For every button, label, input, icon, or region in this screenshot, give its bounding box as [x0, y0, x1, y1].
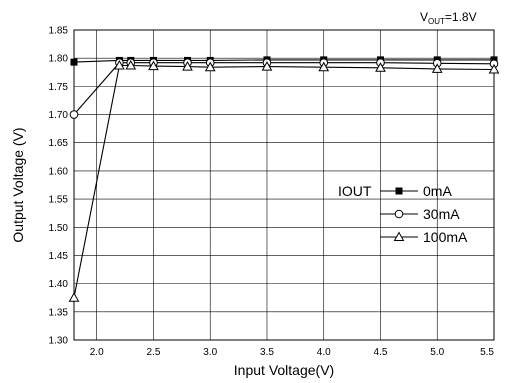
y-tick-label: 1.65: [49, 138, 69, 149]
data-point: [488, 63, 500, 74]
data-point: [261, 61, 273, 71]
y-tick-label: 1.75: [49, 82, 69, 93]
legend-marker: [395, 187, 403, 195]
x-axis-title: Input Voltage(V): [234, 362, 334, 378]
data-point: [318, 61, 330, 72]
legend-label: 30mA: [423, 206, 460, 222]
series-100mA: [68, 59, 500, 302]
plot-frame: [73, 29, 495, 341]
legend: IOUT 0mA 30mA 100mA: [338, 183, 468, 245]
series-line: [73, 64, 495, 298]
legend-item-0mA: 0mA: [380, 183, 452, 199]
x-tick-label: 4.5: [374, 347, 388, 358]
y-tick-label: 1.50: [49, 223, 69, 234]
legend-marker: [393, 231, 405, 241]
series-line: [73, 62, 495, 115]
data-point: [182, 61, 193, 71]
data-point: [125, 59, 137, 70]
data-point: [431, 63, 443, 73]
data-point: [69, 110, 79, 119]
y-tick-label: 1.80: [49, 54, 69, 65]
x-tick-label: 2.5: [147, 347, 161, 358]
x-tick-label: 2.0: [90, 347, 104, 358]
x-tick-labels: 2.0 2.5 3.0 3.5 4.0 4.5 5.0 5.5: [90, 347, 495, 358]
y-tick-labels: 1.30 1.35 1.40 1.45 1.50 1.55 1.60 1.65 1.70 1.75…: [49, 26, 69, 347]
y-tick-label: 1.85: [49, 26, 69, 37]
data-point: [204, 61, 216, 72]
legend-label: 0mA: [423, 183, 452, 199]
y-tick-label: 1.55: [49, 195, 69, 206]
data-point: [70, 58, 78, 66]
series-layer: [68, 56, 500, 302]
data-point: [68, 292, 80, 302]
x-tick-label: 5.0: [430, 347, 444, 358]
legend-item-100mA: 100mA: [380, 229, 468, 245]
y-tick-label: 1.45: [49, 251, 69, 262]
data-point: [114, 59, 125, 70]
legend-marker: [394, 209, 404, 219]
x-tick-label: 3.0: [203, 347, 217, 358]
legend-label: 100mA: [423, 229, 468, 245]
data-point: [375, 62, 386, 72]
data-point: [148, 60, 159, 71]
y-tick-label: 1.35: [49, 307, 69, 318]
y-tick-label: 1.40: [49, 279, 69, 290]
x-tick-label: 5.5: [480, 347, 494, 358]
y-tick-label: 1.60: [49, 166, 69, 177]
y-tick-label: 1.30: [49, 336, 69, 347]
y-axis-title: Output Voltage (V): [10, 127, 26, 242]
y-tick-label: 1.70: [49, 110, 69, 121]
grid: [74, 30, 494, 340]
legend-title: IOUT: [338, 183, 372, 199]
condition-label: VOUT=1.8V: [420, 10, 477, 26]
x-tick-label: 4.0: [317, 347, 331, 358]
legend-item-30mA: 30mA: [380, 206, 460, 222]
x-tick-label: 3.5: [260, 347, 274, 358]
series-line: [73, 59, 494, 63]
